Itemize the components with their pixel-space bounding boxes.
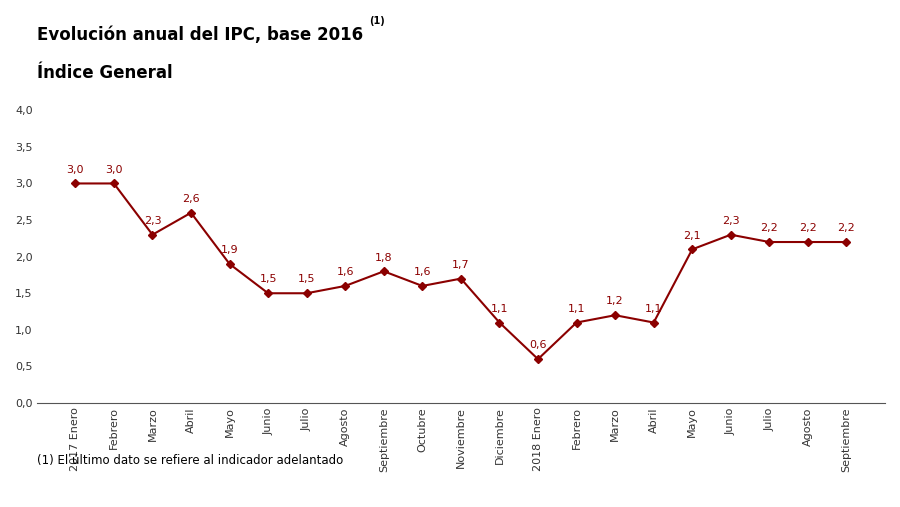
Text: 3,0: 3,0	[105, 165, 122, 175]
Text: 1,6: 1,6	[337, 267, 354, 277]
Text: (1): (1)	[369, 16, 384, 26]
Text: 2,3: 2,3	[722, 216, 740, 226]
Text: 1,5: 1,5	[298, 274, 315, 284]
Text: 1,5: 1,5	[259, 274, 277, 284]
Text: 2,2: 2,2	[838, 223, 855, 233]
Text: 1,1: 1,1	[491, 304, 508, 314]
Text: Índice General: Índice General	[37, 64, 173, 82]
Text: (1) El último dato se refiere al indicador adelantado: (1) El último dato se refiere al indicad…	[37, 454, 343, 467]
Text: 2,2: 2,2	[799, 223, 817, 233]
Text: Evolución anual del IPC, base 2016: Evolución anual del IPC, base 2016	[37, 26, 369, 44]
Text: 2,3: 2,3	[144, 216, 161, 226]
Text: 1,7: 1,7	[452, 260, 470, 270]
Text: 1,2: 1,2	[607, 297, 624, 306]
Text: 2,2: 2,2	[760, 223, 778, 233]
Text: 2,1: 2,1	[683, 231, 701, 240]
Text: 1,8: 1,8	[375, 252, 392, 263]
Text: 3,0: 3,0	[67, 165, 84, 175]
Text: 1,9: 1,9	[220, 245, 238, 255]
Text: 0,6: 0,6	[529, 340, 547, 350]
Text: 1,6: 1,6	[414, 267, 431, 277]
Text: 2,6: 2,6	[182, 194, 200, 204]
Text: 1,1: 1,1	[568, 304, 585, 314]
Text: 1,1: 1,1	[645, 304, 662, 314]
